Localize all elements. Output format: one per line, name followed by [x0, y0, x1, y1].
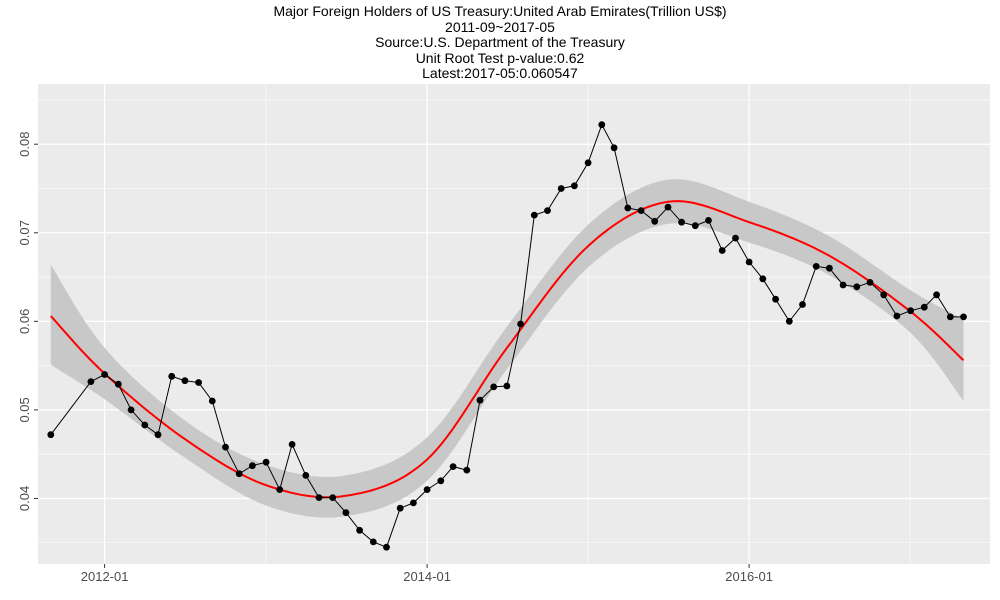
data-point	[610, 144, 618, 152]
data-point	[517, 320, 524, 328]
data-point	[329, 494, 337, 501]
data-point	[853, 283, 861, 291]
data-point	[369, 538, 377, 546]
data-point	[557, 185, 565, 192]
data-point	[893, 312, 901, 320]
data-point	[759, 275, 767, 283]
chart-subtitle-range: 2011-09~2017-05	[445, 18, 555, 35]
x-tick-label: 2014-01	[403, 569, 451, 584]
data-point	[423, 486, 431, 493]
smooth-line-layer	[50, 200, 965, 499]
data-point	[154, 431, 162, 439]
chart-title: Major Foreign Holders of US Treasury:Uni…	[273, 3, 727, 19]
data-point	[127, 406, 135, 414]
smooth-trend-line	[50, 200, 965, 499]
data-point	[745, 258, 753, 266]
data-point	[410, 499, 417, 507]
data-point	[571, 182, 578, 190]
x-tick-label: 2012-01	[81, 569, 129, 584]
data-point	[772, 295, 779, 303]
data-point	[624, 204, 632, 212]
data-point	[907, 307, 914, 315]
data-point	[262, 458, 270, 466]
data-point	[195, 379, 203, 386]
chart-title-block: Major Foreign Holders of US Treasury:Uni…	[0, 3, 1000, 82]
data-point	[315, 494, 323, 501]
data-point	[383, 543, 390, 551]
data-point	[181, 377, 189, 385]
data-point	[960, 313, 967, 321]
axes-layer: 0.04 0.05 0.06 0.07 0.08 2012-01 2014-01 2016-0…	[17, 132, 773, 584]
data-point	[141, 421, 149, 429]
data-point	[476, 396, 484, 404]
data-point	[249, 462, 256, 470]
data-point	[114, 380, 122, 388]
data-point	[812, 263, 820, 270]
data-point	[866, 279, 874, 286]
chart-subtitle-latest: Latest:2017-05:0.060547	[422, 65, 578, 81]
data-point	[302, 472, 310, 479]
data-point	[288, 441, 296, 448]
data-point	[718, 247, 726, 254]
data-point	[101, 371, 108, 378]
data-point	[799, 301, 806, 308]
data-point	[87, 378, 95, 385]
data-point	[437, 477, 445, 485]
data-point	[463, 466, 471, 474]
data-point	[826, 264, 833, 272]
data-point	[839, 281, 847, 289]
y-tick-label: 0.07	[17, 220, 32, 245]
data-point	[47, 431, 55, 439]
data-point	[503, 382, 511, 390]
data-point	[678, 218, 685, 226]
data-point	[530, 211, 538, 219]
data-point	[691, 222, 699, 230]
y-tick-label: 0.04	[17, 486, 32, 511]
data-point	[637, 207, 645, 215]
x-tick-label: 2016-01	[725, 569, 773, 584]
data-point	[946, 313, 954, 321]
data-point	[880, 291, 888, 299]
data-point	[732, 234, 739, 242]
data-point	[664, 203, 672, 211]
y-tick-label: 0.06	[17, 309, 32, 334]
data-point	[584, 159, 592, 167]
chart-subtitle-source: Source:U.S. Department of the Treasury	[375, 34, 625, 50]
data-point	[356, 526, 363, 534]
data-point	[276, 486, 284, 493]
data-point	[933, 291, 940, 299]
observed-series-layer	[47, 121, 967, 551]
data-point	[222, 443, 229, 451]
data-point	[449, 463, 457, 470]
data-point	[168, 372, 176, 380]
data-point	[920, 303, 928, 311]
y-tick-label: 0.08	[17, 132, 32, 157]
data-point	[490, 383, 498, 391]
data-point	[235, 470, 243, 478]
data-point	[342, 509, 350, 516]
chart-subtitle-unit-root: Unit Root Test p-value:0.62	[415, 49, 585, 66]
y-tick-label: 0.05	[17, 397, 32, 422]
data-point	[544, 207, 551, 215]
data-point	[396, 504, 404, 512]
data-point	[598, 121, 606, 129]
data-point	[651, 217, 659, 225]
data-point	[208, 397, 216, 405]
data-point	[705, 217, 712, 224]
data-point	[785, 317, 793, 325]
